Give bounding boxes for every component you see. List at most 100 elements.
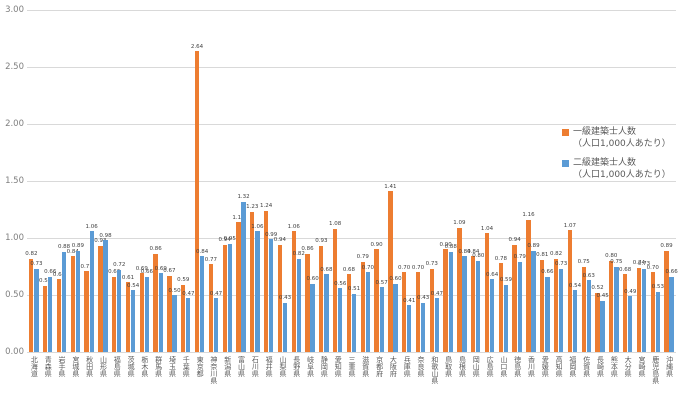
value-label: 1.24 (259, 203, 273, 210)
bar-first-class (457, 227, 462, 352)
bar-second-class (600, 300, 605, 352)
value-label: 0.82 (292, 251, 305, 258)
value-label: 0.49 (624, 288, 637, 295)
bar-first-class (208, 264, 213, 352)
value-label: 0.88 (444, 244, 457, 251)
y-tick-label: 2.00 (5, 119, 24, 129)
value-label: 0.45 (596, 293, 609, 300)
value-label: 0.66 (541, 269, 554, 276)
value-label: 0.82 (25, 251, 38, 258)
x-category-label: 滋賀県 (361, 356, 370, 377)
value-label: 0.71 (80, 263, 93, 270)
x-category-label: 愛媛県 (541, 356, 550, 377)
bar-first-class (374, 249, 379, 352)
value-label: 0.89 (660, 243, 673, 250)
x-category-label: 福井県 (265, 356, 274, 377)
x-category-label: 大阪府 (389, 356, 398, 377)
value-label: 0.47 (182, 290, 195, 297)
value-label: 0.80 (472, 253, 485, 260)
bar-second-class (489, 279, 495, 352)
bar-second-class (338, 288, 343, 352)
bar-second-class (641, 268, 647, 352)
bar-second-class (61, 251, 67, 352)
x-category-label: 岐阜県 (306, 356, 315, 377)
x-category-label: 福島県 (113, 356, 122, 377)
legend-entry-second-class: 二級建築士人数 （人口1,000人あたり） (562, 157, 671, 181)
value-label: 0.90 (370, 241, 383, 248)
bar-second-class (75, 250, 81, 352)
value-label: 0.88 (57, 244, 71, 251)
bar-first-class (360, 261, 365, 352)
bar-first-class (484, 233, 490, 352)
y-tick-label: 2.50 (5, 62, 24, 72)
x-category-label: 静岡県 (320, 356, 329, 377)
gridline (27, 238, 676, 239)
bar-first-class (609, 260, 614, 352)
value-label: 0.70 (361, 264, 374, 271)
legend-swatch-first-class-icon (562, 129, 569, 136)
value-label: 0.60 (306, 276, 319, 283)
value-label: 0.60 (389, 276, 402, 283)
bar-second-class (103, 240, 108, 352)
value-label: 0.84 (196, 248, 209, 255)
bar-second-class (517, 261, 522, 352)
bar-first-class (139, 273, 144, 352)
x-category-label: 群馬県 (154, 356, 163, 377)
bar-second-class (351, 293, 357, 352)
bar-first-class (167, 275, 172, 352)
value-label: 0.52 (591, 285, 604, 292)
bar-second-class (269, 239, 274, 352)
x-category-label: 神奈川県 (209, 356, 218, 384)
value-label: 0.43 (416, 295, 430, 302)
value-label: 0.93 (94, 238, 107, 245)
bar-second-class (628, 296, 633, 352)
x-category-label: 三重県 (348, 356, 356, 377)
bar-second-class (296, 258, 301, 352)
bar-second-class (186, 298, 191, 352)
bar-second-class (130, 290, 136, 352)
bar-first-class (153, 253, 158, 352)
bar-first-class (194, 51, 200, 352)
bar-second-class (669, 276, 674, 352)
value-label: 0.86 (301, 246, 314, 253)
value-label: 0.94 (508, 237, 521, 244)
bar-second-class (48, 276, 53, 352)
bar-first-class (250, 211, 255, 352)
bar-first-class (319, 245, 324, 352)
bar-second-class (172, 295, 177, 352)
gridline (27, 295, 676, 296)
bar-first-class (84, 271, 89, 352)
bar-first-class (305, 253, 310, 352)
value-label: 0.89 (71, 243, 84, 250)
bar-second-class (407, 305, 412, 352)
bar-first-class (581, 266, 586, 352)
value-label: 1.16 (522, 212, 535, 219)
x-category-label: 秋田県 (85, 356, 94, 377)
bar-second-class (545, 276, 550, 352)
value-label: 0.74 (632, 260, 646, 267)
bar-first-class (540, 259, 545, 352)
value-label: 0.82 (549, 251, 563, 258)
x-category-label: 大分県 (624, 356, 633, 377)
bar-second-class (614, 266, 619, 352)
bar-first-class (498, 263, 503, 352)
bar-second-class (324, 274, 329, 352)
value-label: 0.84 (66, 248, 79, 255)
x-category-label: 和歌山県 (430, 356, 439, 384)
value-label: 0.47 (209, 290, 223, 297)
bar-second-class (282, 302, 288, 352)
bar-first-class (567, 230, 573, 352)
value-label: 0.93 (315, 238, 328, 245)
bar-first-class (263, 210, 269, 352)
y-tick-label: 1.50 (5, 176, 24, 186)
x-category-label: 愛知県 (334, 356, 343, 377)
value-label: 0.80 (605, 253, 618, 260)
x-category-label: 千葉県 (182, 356, 191, 377)
value-label: 0.43 (278, 295, 292, 302)
bar-second-class (448, 251, 453, 352)
legend-label-first-class: 一級建築士人数 （人口1,000人あたり） (573, 127, 671, 149)
value-label: 0.56 (334, 280, 347, 287)
bar-second-class (255, 231, 260, 352)
legend-label-second-class: 二級建築士人数 （人口1,000人あたり） (573, 158, 671, 180)
